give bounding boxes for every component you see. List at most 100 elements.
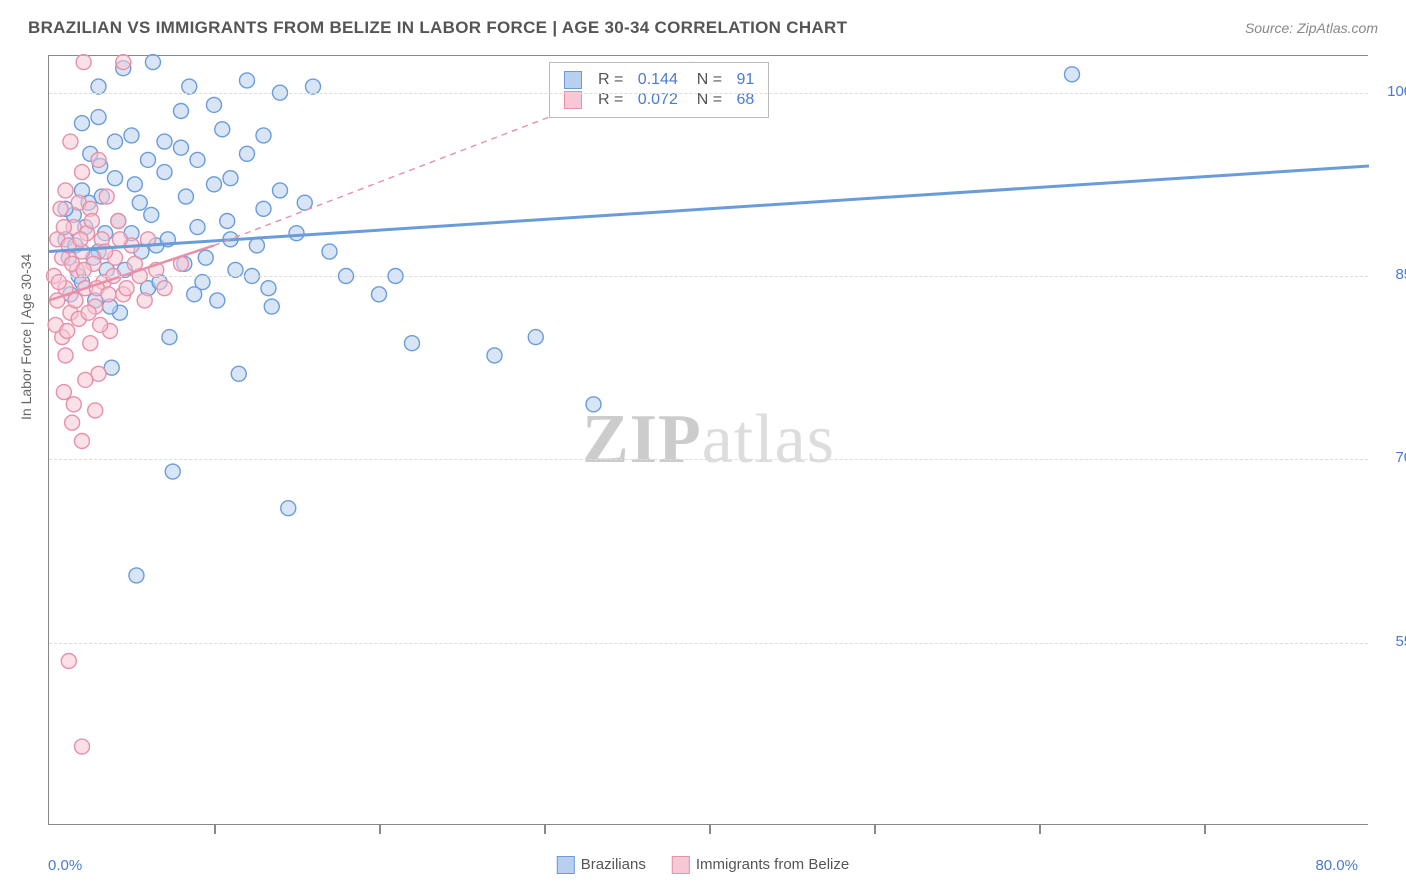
chart-source: Source: ZipAtlas.com — [1245, 20, 1378, 36]
data-point — [111, 214, 126, 229]
corr-n-value: 68 — [737, 91, 755, 109]
data-point — [101, 287, 116, 302]
y-axis-label: In Labor Force | Age 30-34 — [18, 254, 34, 420]
data-point — [124, 128, 139, 143]
data-point — [84, 214, 99, 229]
data-point — [145, 55, 160, 70]
data-point — [281, 501, 296, 516]
data-point — [112, 232, 127, 247]
data-point — [256, 128, 271, 143]
data-point — [65, 415, 80, 430]
y-tick-label: 85.0% — [1378, 266, 1406, 283]
plot-area: ZIPatlas R = 0.144 N = 91R = 0.072 N = 6… — [48, 55, 1368, 825]
data-point — [220, 214, 235, 229]
data-point — [129, 568, 144, 583]
corr-r-label: R = — [598, 91, 628, 109]
series-legend: Brazilians Immigrants from Belize — [557, 856, 849, 874]
data-point — [78, 372, 93, 387]
data-point — [108, 171, 123, 186]
chart-title: BRAZILIAN VS IMMIGRANTS FROM BELIZE IN L… — [28, 18, 847, 38]
y-tick-label: 100.0% — [1378, 83, 1406, 100]
data-point — [165, 464, 180, 479]
scatter-svg — [49, 56, 1368, 824]
data-point — [231, 366, 246, 381]
data-point — [56, 385, 71, 400]
data-point — [91, 110, 106, 125]
data-point — [88, 403, 103, 418]
gridline — [49, 93, 1368, 94]
data-point — [190, 152, 205, 167]
data-point — [586, 397, 601, 412]
correlation-row: R = 0.072 N = 68 — [564, 91, 754, 109]
x-tick — [709, 824, 711, 834]
data-point — [157, 165, 172, 180]
data-point — [215, 122, 230, 137]
data-point — [75, 434, 90, 449]
data-point — [223, 171, 238, 186]
data-point — [75, 165, 90, 180]
data-point — [76, 55, 91, 70]
data-point — [487, 348, 502, 363]
data-point — [528, 330, 543, 345]
corr-r-label: R = — [598, 71, 628, 89]
data-point — [405, 336, 420, 351]
x-tick — [544, 824, 546, 834]
y-tick-label: 55.0% — [1378, 633, 1406, 650]
data-point — [240, 73, 255, 88]
data-point — [63, 134, 78, 149]
x-tick — [1039, 824, 1041, 834]
data-point — [61, 654, 76, 669]
data-point — [119, 281, 134, 296]
data-point — [58, 348, 73, 363]
data-point — [190, 220, 205, 235]
data-point — [264, 299, 279, 314]
corr-n-value: 91 — [737, 71, 755, 89]
data-point — [372, 287, 387, 302]
data-point — [60, 324, 75, 339]
x-tick — [214, 824, 216, 834]
data-point — [93, 317, 108, 332]
corr-n-label: N = — [688, 91, 727, 109]
data-point — [157, 281, 172, 296]
data-point — [240, 146, 255, 161]
y-tick-label: 70.0% — [1378, 449, 1406, 466]
correlation-legend: R = 0.144 N = 91R = 0.072 N = 68 — [549, 62, 769, 118]
data-point — [207, 177, 222, 192]
data-point — [53, 201, 68, 216]
x-min-label: 0.0% — [48, 857, 82, 874]
data-point — [56, 220, 71, 235]
data-point — [157, 134, 172, 149]
data-point — [91, 152, 106, 167]
corr-r-value: 0.072 — [638, 91, 678, 109]
data-point — [256, 201, 271, 216]
legend-swatch — [564, 91, 582, 109]
trend-line — [49, 166, 1369, 252]
data-point — [187, 287, 202, 302]
data-point — [68, 293, 83, 308]
corr-n-label: N = — [688, 71, 727, 89]
data-point — [75, 116, 90, 131]
gridline — [49, 276, 1368, 277]
legend-item: Immigrants from Belize — [672, 856, 849, 874]
correlation-row: R = 0.144 N = 91 — [564, 71, 754, 89]
legend-label: Brazilians — [581, 856, 646, 873]
data-point — [1065, 67, 1080, 82]
legend-item: Brazilians — [557, 856, 646, 874]
data-point — [73, 232, 88, 247]
legend-swatch — [672, 856, 690, 874]
legend-swatch — [564, 71, 582, 89]
data-point — [174, 140, 189, 155]
x-tick — [1204, 824, 1206, 834]
corr-r-value: 0.144 — [638, 71, 678, 89]
data-point — [198, 250, 213, 265]
data-point — [178, 189, 193, 204]
data-point — [137, 293, 152, 308]
data-point — [322, 244, 337, 259]
data-point — [132, 195, 147, 210]
chart-header: BRAZILIAN VS IMMIGRANTS FROM BELIZE IN L… — [0, 0, 1406, 48]
data-point — [249, 238, 264, 253]
data-point — [207, 97, 222, 112]
x-max-label: 80.0% — [1315, 857, 1358, 874]
legend-swatch — [557, 856, 575, 874]
legend-label: Immigrants from Belize — [696, 856, 849, 873]
